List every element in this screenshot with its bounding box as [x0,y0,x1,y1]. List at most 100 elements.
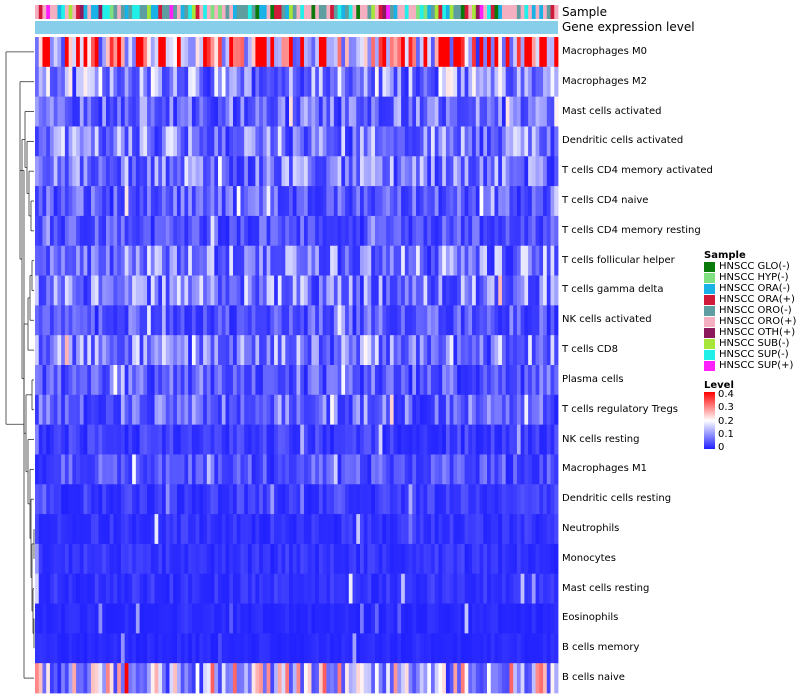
sample-annotation-cell [326,5,331,19]
heatmap-cell [225,573,230,604]
heatmap-cell [404,66,409,98]
heatmap-cell [300,514,305,545]
heatmap-cell [292,96,297,127]
heatmap-cell [188,365,193,396]
heatmap-cell [102,335,107,366]
heatmap-cell [322,275,327,306]
heatmap-cell [72,514,77,545]
heatmap-cell [464,514,469,545]
heatmap-cell [498,663,503,694]
sample-annotation-cell [247,5,253,19]
heatmap-cell [442,424,447,455]
heatmap-cell [546,96,551,127]
heatmap-cell [83,215,88,247]
heatmap-cell [68,543,73,575]
heatmap-cell [274,215,279,247]
sample-annotation-cell [102,5,107,19]
heatmap-cell [191,424,197,455]
heatmap-cell [408,424,413,455]
heatmap-cell [434,96,439,127]
heatmap-cell [232,66,238,98]
heatmap-cell [38,96,43,127]
heatmap-cell [91,37,96,68]
heatmap-cell [289,156,294,187]
heatmap-cell [322,454,327,485]
heatmap-cell [180,96,185,127]
heatmap-cell [516,215,522,247]
heatmap-cell [251,215,256,247]
heatmap-cell [303,424,309,455]
heatmap-cell [38,603,43,634]
heatmap-cell [184,365,189,396]
heatmap-cell [438,365,443,396]
heatmap-cell [236,156,241,187]
heatmap-cell [139,365,144,396]
heatmap-cell [345,186,350,217]
heatmap-cell [195,66,200,98]
heatmap-cell [64,573,70,604]
heatmap-cell [352,603,357,634]
heatmap-cell [348,186,353,217]
heatmap-cell [188,484,193,515]
heatmap-cell [184,186,189,217]
heatmap-cell [345,663,350,694]
heatmap-cell [404,663,409,694]
heatmap-cell [524,424,529,455]
heatmap-cell [479,603,484,634]
sample-annotation-cell [120,5,126,19]
heatmap-cell [423,186,428,217]
heatmap-cell [150,484,155,515]
heatmap-cell [374,514,380,545]
heatmap-cell [315,663,320,694]
heatmap-cell [232,454,238,485]
heatmap-cell [535,573,540,604]
heatmap-cell [475,215,480,247]
heatmap-cell [165,603,170,634]
heatmap-cell [255,275,260,306]
heatmap-cell [311,245,316,276]
heatmap-cell [35,37,40,68]
heatmap-cell [255,37,260,68]
heatmap-cell [487,186,492,217]
heatmap-cell [300,454,305,485]
heatmap-cell [236,96,241,127]
heatmap-cell [382,663,387,694]
heatmap-cell [520,663,525,694]
sample-annotation-cell [169,5,174,19]
heatmap-cell [333,335,338,366]
level-legend: Level 0.4 0.3 0.2 0.1 0 [704,380,734,453]
heatmap-cell [87,335,92,366]
sample-annotation-cell [539,5,544,19]
heatmap-cell [87,66,92,98]
heatmap-cell [472,305,477,336]
heatmap-cell [490,275,495,306]
heatmap-cell [412,66,417,98]
heatmap-cell [214,186,219,217]
heatmap-cell [87,37,92,68]
heatmap-cell [341,186,346,217]
heatmap-cell [199,215,204,247]
heatmap-cell [35,573,40,604]
heatmap-cell [247,215,253,247]
heatmap-cell [214,66,219,98]
heatmap-cell [449,186,454,217]
heatmap-cell [322,663,327,694]
heatmap-cell [546,543,551,575]
heatmap-cell [91,484,96,515]
heatmap-cell [445,66,451,98]
heatmap-cell [143,245,148,276]
heatmap-cell [184,275,189,306]
heatmap-cell [475,126,480,157]
heatmap-cell [356,156,361,187]
heatmap-cell [61,573,66,604]
heatmap-cell [195,186,200,217]
heatmap-cell [382,335,387,366]
heatmap-cell [341,543,346,575]
heatmap-cell [386,543,391,575]
heatmap-cell [61,335,66,366]
heatmap-cell [341,394,346,426]
heatmap-cell [356,663,361,694]
heatmap-cell [203,186,208,217]
heatmap-cell [57,365,62,396]
heatmap-cell [277,633,282,664]
